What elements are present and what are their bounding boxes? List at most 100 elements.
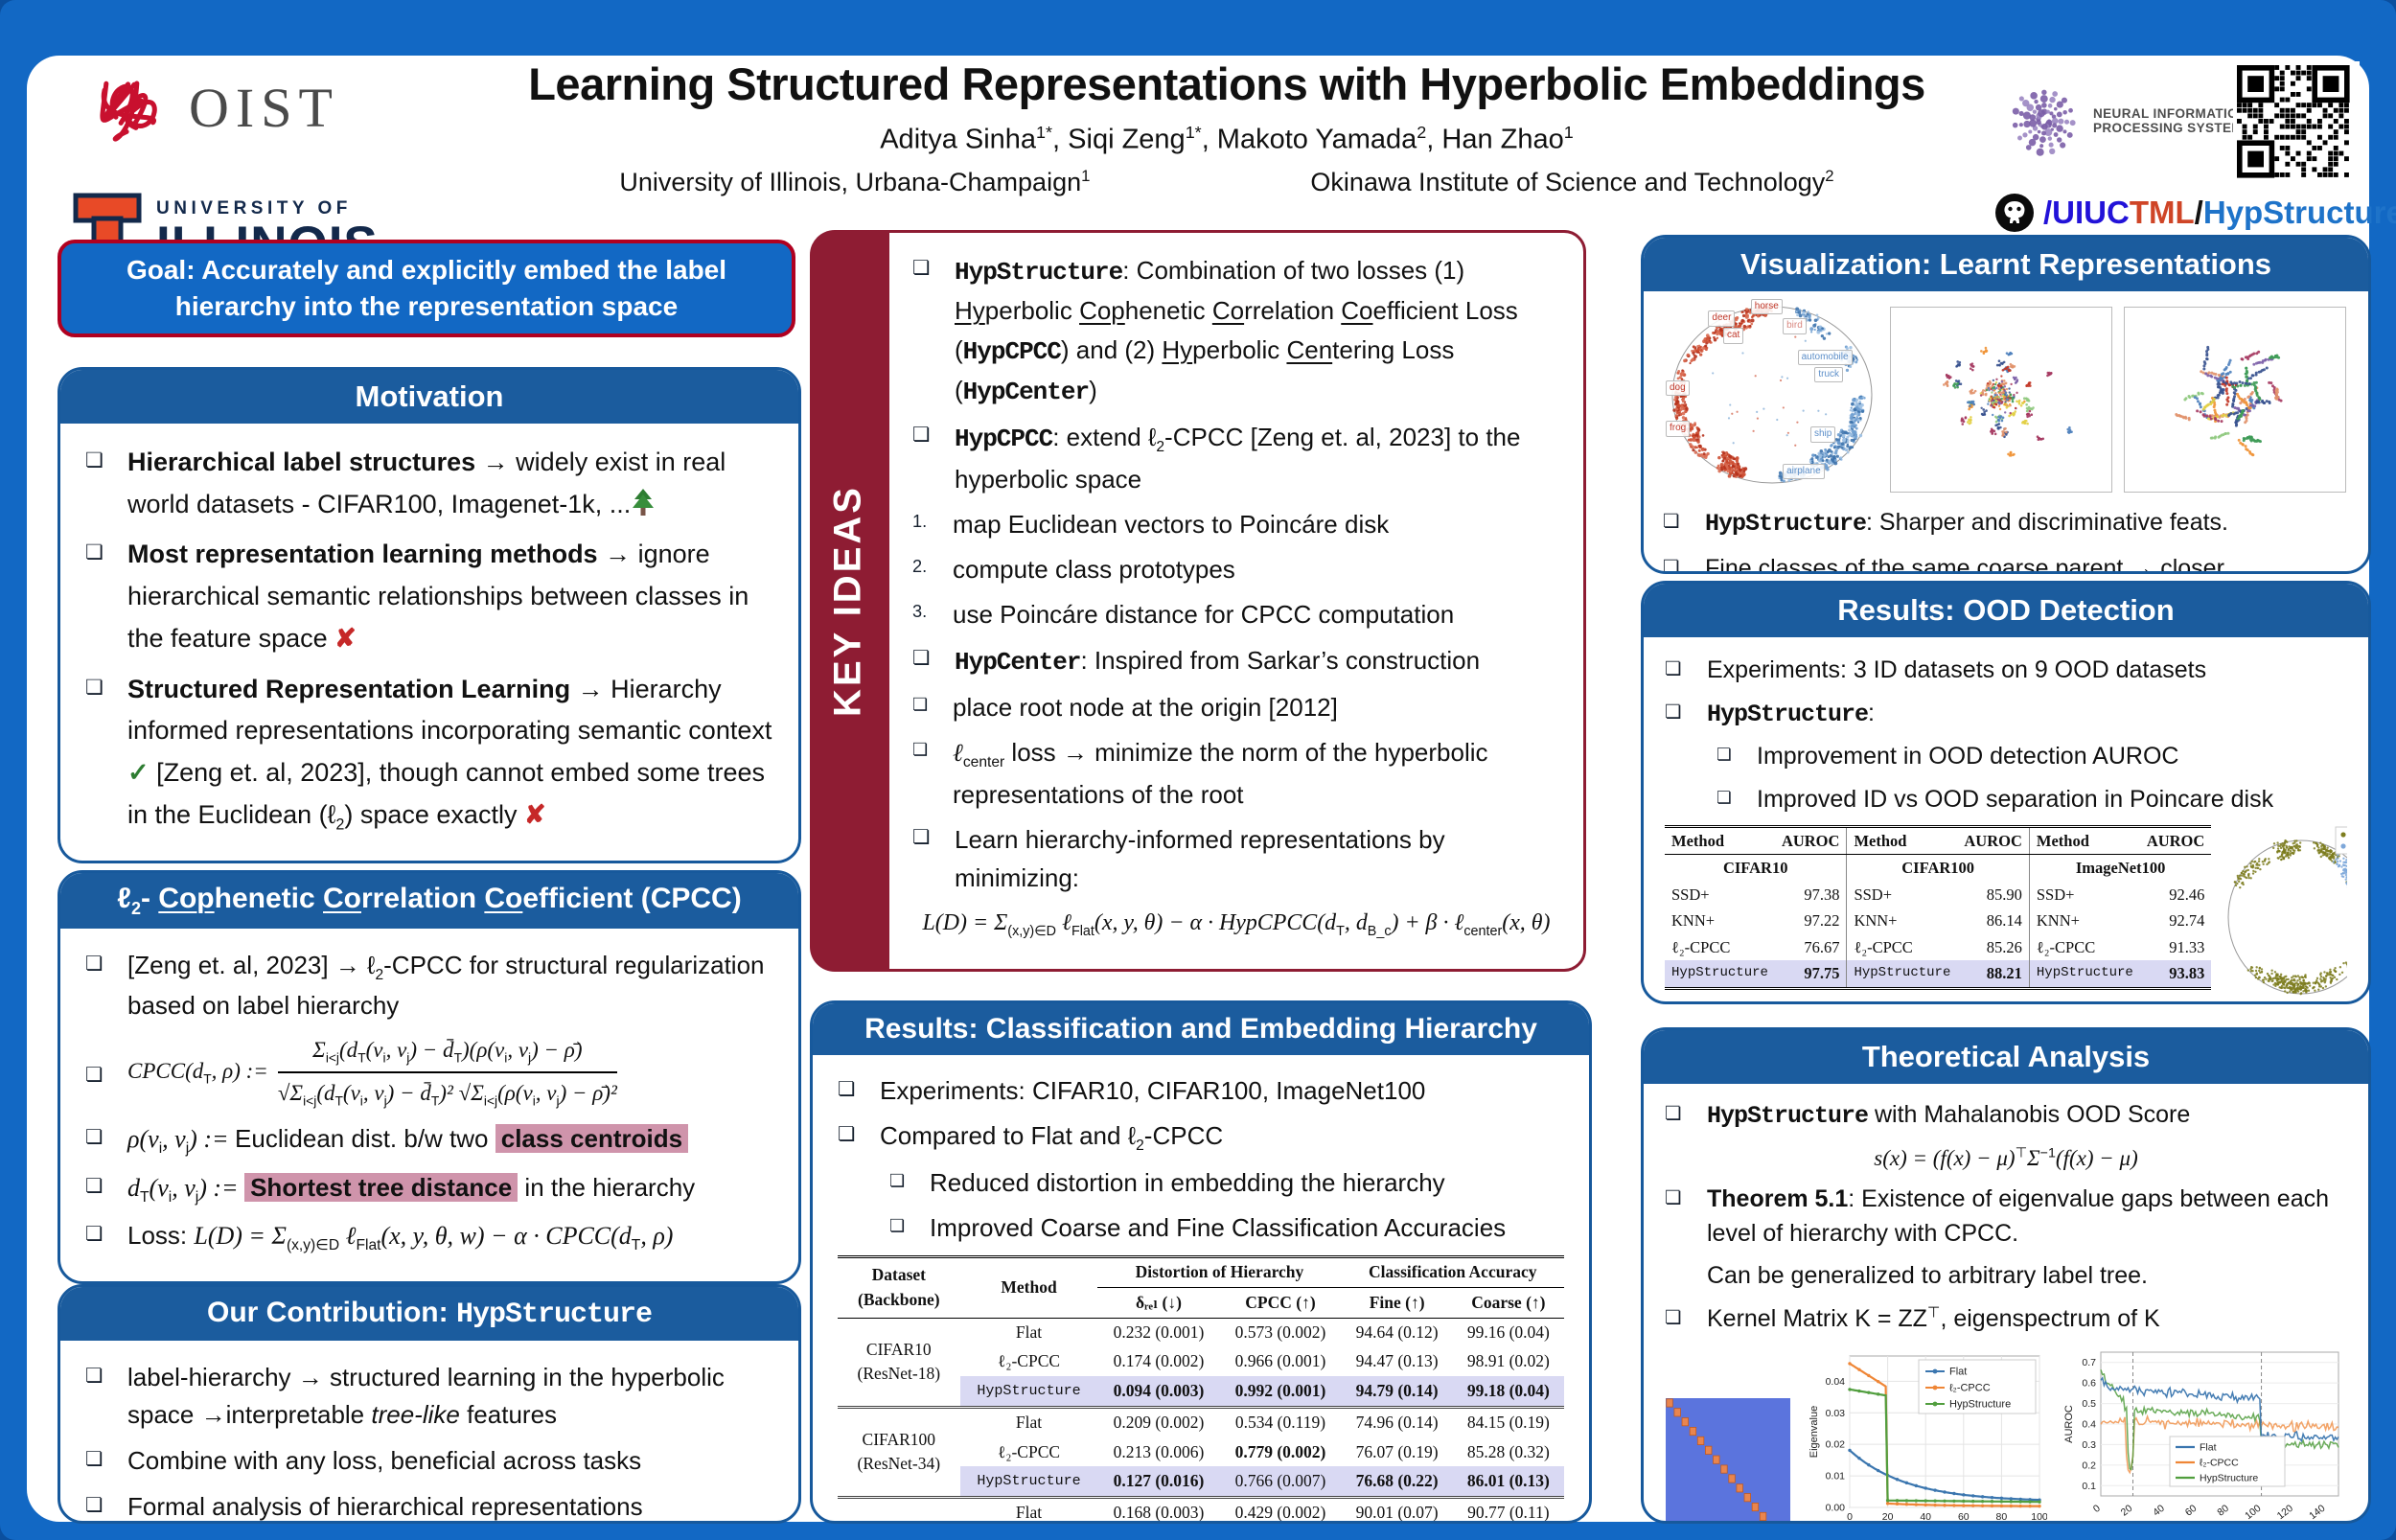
svg-text:0.6: 0.6 <box>2082 1378 2096 1390</box>
cpcc-formula: ❏ CPCC(dT, ρ) := Σi<j(dT(vi, vj) − d̄T)(… <box>85 1033 773 1113</box>
svg-text:100: 100 <box>2031 1511 2047 1523</box>
oist-logo: OIST <box>91 63 339 151</box>
value-cell: 0.573 (0.002) <box>1234 1322 1326 1343</box>
method-cell: SSD+ <box>2028 881 2140 908</box>
affiliation-1: University of Illinois, Urbana-Champaign… <box>619 167 1091 196</box>
cpcc-formula-numerator: Σi<j(dT(vi, vj) − d̄T)(ρ(vi, vj) − ρ̄) <box>277 1033 617 1073</box>
svg-text:140: 140 <box>2307 1503 2327 1522</box>
class-label: ship <box>1809 426 1836 443</box>
list-item: ❏ [Zeng et. al, 2023] → ℓ2-CPCC for struc… <box>85 947 773 1024</box>
svg-text:100: 100 <box>2243 1503 2263 1522</box>
qr-code <box>2233 61 2360 188</box>
svg-text:80: 80 <box>1996 1511 2008 1523</box>
list-item: ❏ label-hierarchy → structured learning i… <box>85 1359 773 1434</box>
bullet-icon: ❏ <box>85 1064 104 1086</box>
table-row: CIFAR10 (ResNet-18) Flat 0.232 (0.001) 0.57… <box>838 1318 1564 1383</box>
results-classification-title: Results: Classification and Embedding Hi… <box>813 1003 1589 1055</box>
goal-banner: Goal: Accurately and explicitly embed th… <box>58 240 795 337</box>
dataset-cell: CIFAR100 (ResNet-34) <box>838 1405 960 1498</box>
method-cell: HypStructure <box>2028 960 2140 989</box>
bullet-icon: ❏ <box>85 1366 104 1387</box>
tsne-scatter-2 <box>2124 307 2346 494</box>
method-cell: Flat <box>1015 1322 1043 1343</box>
eigenvalue-plot: 0.00 0.01 0.02 0.03 0.04 0 20 40 60 80 100 Eigenval… <box>1809 1355 2047 1523</box>
svg-text:0.1: 0.1 <box>2082 1481 2096 1492</box>
bullet-icon: ❏ <box>85 449 104 471</box>
bullet-icon: 2. <box>912 557 928 577</box>
svg-text:0.5: 0.5 <box>2082 1398 2096 1410</box>
neurips-logo: NEURAL INFORMATION PROCESSING SYSTEMS <box>2003 79 2251 163</box>
bullet-icon <box>1665 1262 1693 1297</box>
class-label: frog <box>1666 421 1691 437</box>
list-item: ❏ HypCenter: Inspired from Sarkar’s const… <box>912 641 1560 681</box>
col-header-method: Method <box>959 1256 1098 1319</box>
neurips-swirl-icon <box>2012 89 2076 156</box>
theory-plots: 0.00 0.01 0.02 0.03 0.04 0 20 40 60 80 100 Eigenval… <box>1665 1345 2347 1523</box>
method-cell: ℓ₂-CPCC <box>1846 933 1958 961</box>
list-item: ❏ HypStructure: Sharper and discriminativ… <box>1663 505 2349 541</box>
neurips-line2: PROCESSING SYSTEMS <box>2093 121 2252 135</box>
list-item: ❏ ρ(vi, vj) := Euclidean dist. b/w two cl… <box>85 1120 773 1161</box>
list-item: ❏ Structured Representation Learning → Hi… <box>85 669 773 838</box>
bullet-icon: ❏ <box>1665 1103 1682 1124</box>
value-cell: 0.209 (0.002) <box>1097 1405 1220 1438</box>
motivation-title: Motivation <box>60 370 798 424</box>
visualization-panel: Visualization: Learnt Representations ho… <box>1641 235 2371 574</box>
list-item: ❏ Loss: L(D) = Σ(x,y)∈D ℓFlat(x, y, θ, w)… <box>85 1217 773 1257</box>
classification-table: Dataset (Backbone) Method Distortion of Hi… <box>838 1254 1564 1521</box>
classification-table-container: Dataset (Backbone) Method Distortion of Hi… <box>838 1254 1564 1521</box>
bullet-icon: ❏ <box>1665 1306 1682 1328</box>
bullet-icon: ❏ <box>889 1216 906 1236</box>
table-row: HypStructure 97.75 HypStructure 88.21 HypStr… <box>1665 960 2212 989</box>
svg-text:0.3: 0.3 <box>2082 1439 2096 1451</box>
col-subheader: CPCC (↑) <box>1219 1287 1342 1319</box>
bullet-icon: ❏ <box>85 541 104 564</box>
bullet-icon: ❏ <box>1665 701 1682 723</box>
table-row: CIFAR10 CIFAR100 ImageNet100 <box>1665 854 2212 882</box>
value-cell: 86.01 (0.13) <box>1452 1466 1564 1498</box>
value-cell: 76.68 (0.22) <box>1341 1466 1453 1498</box>
bullet-icon: ❏ <box>85 1224 104 1246</box>
poincare-disk-figure: horse deer bird cat automobile truck dog frog sh… <box>1666 298 1878 496</box>
bullet-icon: ❏ <box>912 695 929 715</box>
value-cell: 94.64 (0.12) <box>1355 1322 1439 1343</box>
method-cell: ℓ₂-CPCC <box>997 1441 1061 1461</box>
visualization-title: Visualization: Learnt Representations <box>1644 238 2368 291</box>
auroc-cell: 88.21 <box>1957 960 2030 989</box>
auroc-cell: 97.22 <box>1804 911 1840 931</box>
list-item: ❏ Formal analysis of hierarchical represe… <box>85 1488 773 1521</box>
method-cell: KNN+ <box>2028 908 2140 934</box>
auroc-plot: 0.1 0.2 0.3 0.4 0.5 0.6 0.7 0 20 40 60 80 100 120 140 A… <box>2063 1351 2339 1522</box>
motivation-panel: Motivation ❏ Hierarchical label structure… <box>58 367 801 863</box>
kernel-matrix-heatmap <box>1666 1398 1790 1521</box>
auroc-cell: 76.67 <box>1804 937 1840 956</box>
value-cell: 0.232 (0.001) <box>1113 1322 1205 1343</box>
method-cell: HypStructure <box>1846 960 1958 989</box>
list-item: ❏ HypStructure with Mahalanobis OOD Score <box>1665 1098 2347 1134</box>
neurips-wordmark: NEURAL INFORMATION PROCESSING SYSTEMS <box>2093 106 2251 135</box>
bullet-icon: ❏ <box>85 1449 104 1470</box>
svg-text:60: 60 <box>1958 1511 1970 1523</box>
cpcc-title: ℓ2- Cophenetic Correlation Coefficient (… <box>60 873 798 929</box>
ood-results-row: Method AUROC Method AUROC Method AUROC CIFAR10… <box>1665 825 2347 996</box>
value-cell: 0.174 (0.002) <box>1113 1351 1205 1371</box>
auroc-cell: 85.90 <box>1986 885 2022 904</box>
svg-text:0.4: 0.4 <box>2082 1419 2096 1431</box>
group-header: CIFAR100 <box>1846 854 2030 882</box>
method-cell: Flat <box>959 1405 1098 1438</box>
oist-knot-icon <box>100 80 157 142</box>
bullet-icon: ❏ <box>85 676 104 699</box>
ood-table-container: Method AUROC Method AUROC Method AUROC CIFAR10… <box>1665 825 2212 990</box>
bullet-icon: ❏ <box>912 425 931 447</box>
value-cell: 99.16 (0.04) <box>1466 1322 1550 1343</box>
value-cell: 0.966 (0.001) <box>1234 1351 1326 1371</box>
svg-text:40: 40 <box>1920 1511 1931 1523</box>
list-item: s(x) = (f(x) − μ)⊤Σ−1(f(x) − μ) <box>1874 1144 2138 1170</box>
svg-text:20: 20 <box>1882 1511 1894 1523</box>
svg-text:0.7: 0.7 <box>2082 1357 2096 1368</box>
method-cell: SSD+ <box>1846 881 1958 908</box>
class-label: cat <box>1722 328 1744 344</box>
github-link[interactable]: /UIUCTML/HypStructure <box>1993 192 2396 234</box>
table-row: CIFAR100 (ResNet-34) Flat 0.209 (0.002) 0.5… <box>838 1405 1564 1498</box>
